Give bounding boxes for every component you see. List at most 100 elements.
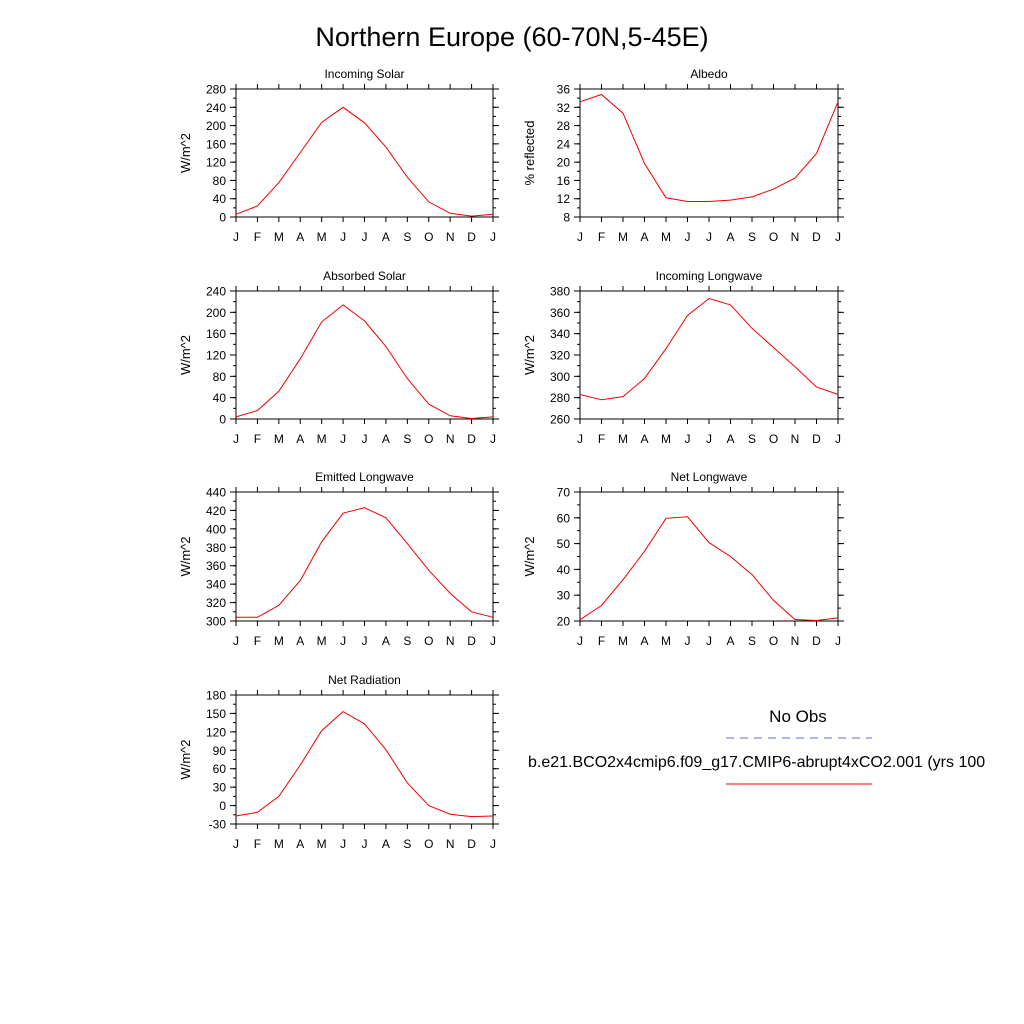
y-tick-label: 60 (213, 762, 227, 776)
x-tick-label: J (490, 634, 496, 648)
panel-incoming-longwave: J F M A M J J A S O N D J260280300320340360380Incomi… (522, 269, 844, 446)
y-tick-label: 150 (206, 707, 226, 721)
panel-emitted-longwave: J F M A M J J A S O N D J300320340360380400420440Emi… (178, 470, 499, 648)
x-tick-label: N (791, 634, 800, 648)
x-tick-label: A (640, 634, 648, 648)
series-line (235, 710, 494, 818)
y-tick-label: 12 (557, 192, 571, 206)
y-tick-label: 0 (219, 799, 226, 813)
x-tick-label: J (706, 634, 712, 648)
x-tick-label: J (706, 432, 712, 446)
x-tick-label: N (446, 432, 455, 446)
y-tick-label: 360 (206, 559, 226, 573)
x-tick-label: N (446, 230, 455, 244)
y-tick-label: 120 (206, 349, 226, 363)
y-tick-label: 0 (219, 211, 226, 225)
x-tick-label: M (661, 230, 671, 244)
x-tick-label: A (640, 230, 648, 244)
plot-frame (235, 694, 494, 825)
x-tick-label: S (403, 634, 411, 648)
x-tick-label: F (254, 230, 261, 244)
x-tick-label: M (618, 432, 628, 446)
panel-title: Emitted Longwave (315, 470, 414, 484)
y-tick-label: 60 (557, 511, 571, 525)
y-tick-label: 160 (206, 137, 226, 151)
x-tick-label: M (661, 432, 671, 446)
y-tick-label: 200 (206, 306, 226, 320)
x-tick-label: J (340, 837, 346, 851)
x-tick-label: M (618, 230, 628, 244)
y-tick-label: 36 (557, 83, 571, 97)
y-tick-label: 280 (550, 391, 570, 405)
x-tick-label: M (274, 432, 284, 446)
y-tick-label: 160 (206, 327, 226, 341)
x-tick-label: F (254, 634, 261, 648)
x-tick-label: S (748, 230, 756, 244)
y-tick-label: 320 (206, 596, 226, 610)
panel-title: Incoming Longwave (656, 269, 763, 283)
x-tick-label: J (340, 432, 346, 446)
y-axis-label: W/m^2 (178, 739, 193, 779)
y-tick-label: 28 (557, 119, 571, 133)
y-tick-label: 340 (550, 327, 570, 341)
y-tick-label: 30 (213, 781, 227, 795)
x-tick-label: S (748, 432, 756, 446)
y-tick-label: 260 (550, 413, 570, 427)
plot-frame (235, 88, 494, 218)
y-tick-label: 320 (550, 349, 570, 363)
y-tick-label: 16 (557, 174, 571, 188)
x-tick-label: J (490, 432, 496, 446)
x-tick-label: J (577, 634, 583, 648)
x-tick-label: A (296, 230, 304, 244)
y-tick-label: 90 (213, 744, 227, 758)
y-tick-label: 70 (557, 486, 571, 500)
x-tick-label: F (254, 837, 261, 851)
y-tick-label: 30 (557, 589, 571, 603)
x-tick-label: N (446, 837, 455, 851)
y-tick-label: 280 (206, 83, 226, 97)
y-axis-label: W/m^2 (178, 335, 193, 375)
panel-title: Albedo (690, 67, 728, 81)
x-tick-label: D (467, 432, 476, 446)
x-tick-label: D (812, 432, 821, 446)
y-axis-label: W/m^2 (178, 133, 193, 173)
y-tick-label: 40 (213, 192, 227, 206)
x-tick-label: J (233, 230, 239, 244)
x-tick-label: M (274, 230, 284, 244)
x-tick-label: M (317, 837, 327, 851)
y-tick-label: 20 (557, 615, 571, 629)
x-tick-label: J (577, 230, 583, 244)
y-tick-label: 440 (206, 486, 226, 500)
panel-title: Incoming Solar (324, 67, 404, 81)
x-tick-label: A (726, 230, 734, 244)
y-tick-label: 80 (213, 174, 227, 188)
x-tick-label: A (296, 837, 304, 851)
x-tick-label: N (791, 432, 800, 446)
plot-frame (579, 290, 839, 420)
series-line (235, 106, 494, 217)
x-tick-label: J (685, 634, 691, 648)
x-tick-label: O (769, 230, 778, 244)
y-tick-label: 300 (550, 370, 570, 384)
y-tick-label: 80 (213, 370, 227, 384)
x-tick-label: J (685, 230, 691, 244)
x-tick-label: A (382, 432, 390, 446)
y-tick-label: 200 (206, 119, 226, 133)
x-tick-label: M (317, 634, 327, 648)
x-tick-label: J (233, 634, 239, 648)
x-tick-label: A (726, 634, 734, 648)
x-tick-label: A (382, 837, 390, 851)
y-tick-label: 32 (557, 101, 571, 115)
x-tick-label: J (835, 634, 841, 648)
x-tick-label: D (467, 837, 476, 851)
x-tick-label: J (362, 432, 368, 446)
y-tick-label: 380 (550, 285, 570, 299)
x-tick-label: A (726, 432, 734, 446)
panel-title: Net Radiation (328, 673, 401, 687)
y-tick-label: 50 (557, 537, 571, 551)
series-line (235, 304, 494, 420)
y-tick-label: 120 (206, 156, 226, 170)
